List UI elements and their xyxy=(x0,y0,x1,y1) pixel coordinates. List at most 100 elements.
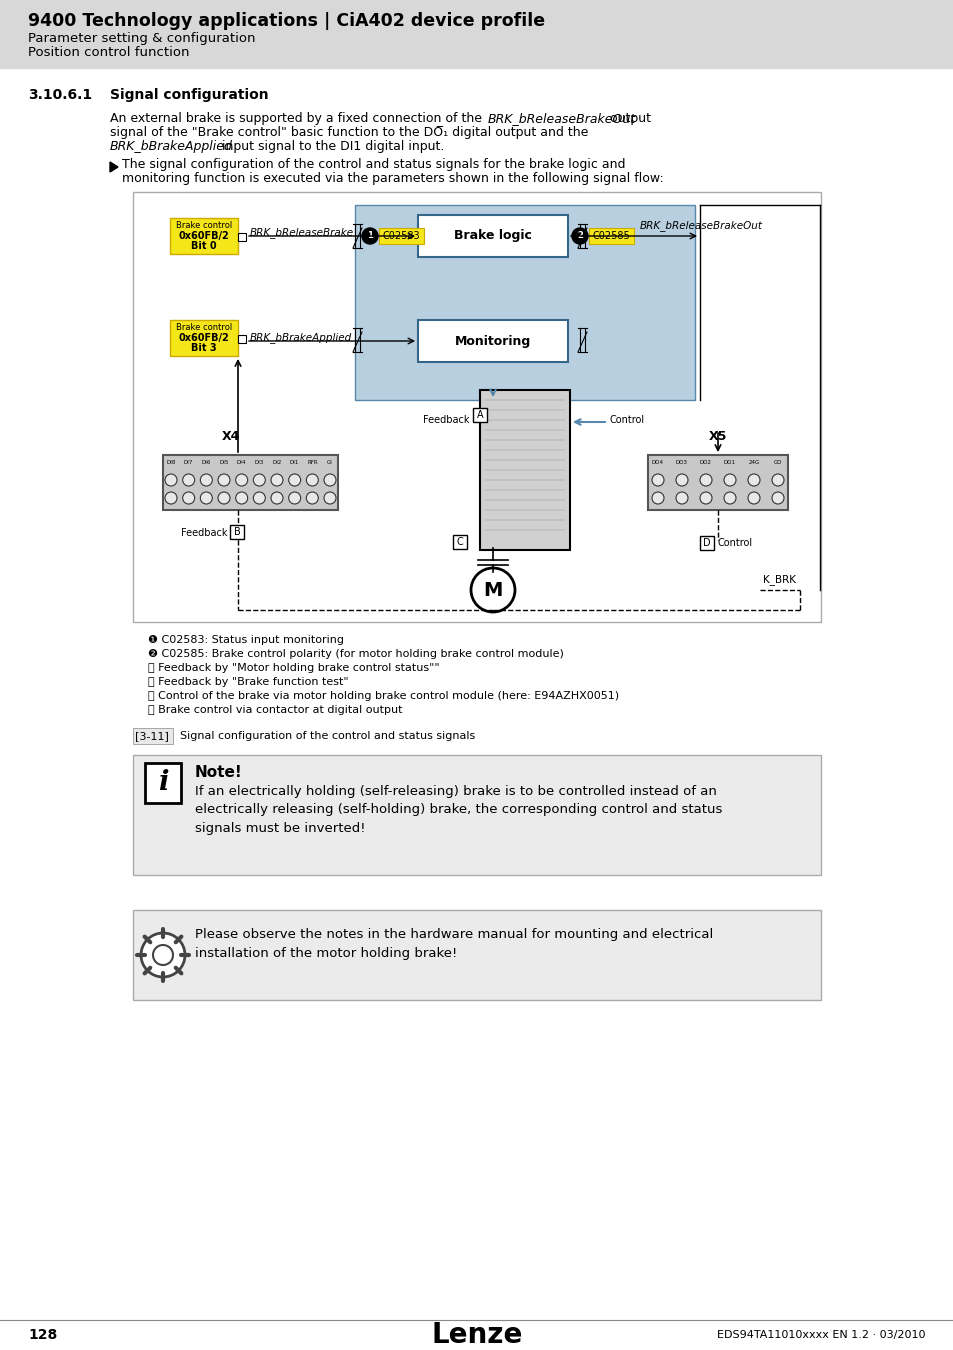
Text: BRK_bBrakeApplied: BRK_bBrakeApplied xyxy=(250,332,352,343)
Bar xyxy=(473,408,486,423)
Text: [3-11]: [3-11] xyxy=(135,730,169,741)
Polygon shape xyxy=(110,162,118,171)
Text: DI6: DI6 xyxy=(201,460,211,464)
Text: Brake logic: Brake logic xyxy=(454,230,532,243)
Bar xyxy=(163,455,337,510)
Circle shape xyxy=(289,491,300,504)
Text: Brake control: Brake control xyxy=(175,323,232,332)
Text: output: output xyxy=(605,112,650,126)
Text: signal of the "Brake control" basic function to the DO̅₁ digital output and the: signal of the "Brake control" basic func… xyxy=(110,126,588,139)
Text: DO4: DO4 xyxy=(651,460,663,464)
Circle shape xyxy=(572,228,587,244)
Circle shape xyxy=(306,491,318,504)
Circle shape xyxy=(723,474,735,486)
Circle shape xyxy=(723,491,735,504)
Circle shape xyxy=(165,474,177,486)
Circle shape xyxy=(471,568,515,612)
Bar xyxy=(378,228,423,244)
Circle shape xyxy=(651,474,663,486)
Text: input signal to the DI1 digital input.: input signal to the DI1 digital input. xyxy=(218,140,444,153)
Circle shape xyxy=(700,491,711,504)
Text: BRK_bReleaseBrake: BRK_bReleaseBrake xyxy=(250,228,354,239)
Text: Feedback: Feedback xyxy=(423,414,470,425)
Circle shape xyxy=(165,491,177,504)
Text: Lenze: Lenze xyxy=(431,1322,522,1349)
Circle shape xyxy=(200,491,213,504)
Circle shape xyxy=(771,491,783,504)
Bar xyxy=(700,536,713,549)
Text: Ⓑ Feedback by "Brake function test": Ⓑ Feedback by "Brake function test" xyxy=(148,676,348,687)
Text: B: B xyxy=(233,526,240,537)
Text: Feedback: Feedback xyxy=(181,528,228,539)
Bar xyxy=(230,525,244,539)
Text: C02585: C02585 xyxy=(592,231,629,242)
Text: DI5: DI5 xyxy=(219,460,229,464)
Bar xyxy=(170,320,237,356)
Circle shape xyxy=(676,474,687,486)
Text: DI3: DI3 xyxy=(254,460,264,464)
Bar xyxy=(132,910,821,1000)
Circle shape xyxy=(182,491,194,504)
Circle shape xyxy=(651,491,663,504)
Text: 24G: 24G xyxy=(747,460,759,464)
Text: X5: X5 xyxy=(708,431,726,443)
Text: Bit 0: Bit 0 xyxy=(191,242,216,251)
Bar xyxy=(588,228,634,244)
Text: 9400 Technology applications | CiA402 device profile: 9400 Technology applications | CiA402 de… xyxy=(28,12,544,30)
Circle shape xyxy=(218,474,230,486)
Bar xyxy=(355,205,695,400)
Text: i: i xyxy=(157,769,168,796)
Text: Bit 3: Bit 3 xyxy=(191,343,216,352)
Text: DI1: DI1 xyxy=(290,460,299,464)
Text: DO1: DO1 xyxy=(723,460,735,464)
Text: Position control function: Position control function xyxy=(28,46,190,59)
Bar xyxy=(132,755,821,875)
Circle shape xyxy=(271,491,283,504)
Text: 0x60FB/2: 0x60FB/2 xyxy=(178,333,229,343)
Bar xyxy=(132,192,821,622)
Text: DI4: DI4 xyxy=(236,460,246,464)
Text: ❶ C02583: Status input monitoring: ❶ C02583: Status input monitoring xyxy=(148,634,344,645)
Text: DO3: DO3 xyxy=(676,460,687,464)
Bar xyxy=(453,535,467,549)
Text: RFR: RFR xyxy=(307,460,317,464)
Text: 3.10.6.1: 3.10.6.1 xyxy=(28,88,92,103)
Circle shape xyxy=(141,933,185,977)
Text: If an electrically holding (self-releasing) brake is to be controlled instead of: If an electrically holding (self-releasi… xyxy=(194,784,721,836)
Text: A: A xyxy=(476,410,483,420)
Circle shape xyxy=(324,474,335,486)
Text: BRK_bReleaseBrakeOut: BRK_bReleaseBrakeOut xyxy=(488,112,636,126)
Text: M: M xyxy=(483,580,502,599)
Circle shape xyxy=(271,474,283,486)
Bar xyxy=(647,455,787,510)
Circle shape xyxy=(253,491,265,504)
Circle shape xyxy=(700,474,711,486)
Text: BRK_bReleaseBrakeOut: BRK_bReleaseBrakeOut xyxy=(639,220,762,231)
Bar xyxy=(145,763,181,803)
Text: Monitoring: Monitoring xyxy=(455,335,531,347)
Text: GO: GO xyxy=(773,460,781,464)
Circle shape xyxy=(235,491,248,504)
Bar xyxy=(132,728,172,744)
Bar xyxy=(170,217,237,254)
Circle shape xyxy=(253,474,265,486)
Text: Control: Control xyxy=(718,539,752,548)
Bar xyxy=(237,335,246,343)
Text: C: C xyxy=(456,537,463,547)
Text: An external brake is supported by a fixed connection of the: An external brake is supported by a fixe… xyxy=(110,112,485,126)
Text: The signal configuration of the control and status signals for the brake logic a: The signal configuration of the control … xyxy=(122,158,625,171)
Text: GI: GI xyxy=(327,460,333,464)
Text: Signal configuration of the control and status signals: Signal configuration of the control and … xyxy=(180,730,475,741)
Text: ❷ C02585: Brake control polarity (for motor holding brake control module): ❷ C02585: Brake control polarity (for mo… xyxy=(148,649,563,659)
Circle shape xyxy=(289,474,300,486)
Text: DI2: DI2 xyxy=(272,460,281,464)
Bar xyxy=(237,234,246,242)
Circle shape xyxy=(306,474,318,486)
Circle shape xyxy=(182,474,194,486)
Text: 1: 1 xyxy=(367,231,373,240)
Text: 0x60FB/2: 0x60FB/2 xyxy=(178,231,229,242)
Text: Brake control: Brake control xyxy=(175,221,232,230)
Text: Note!: Note! xyxy=(194,765,242,780)
Text: EDS94TA11010xxxx EN 1.2 · 03/2010: EDS94TA11010xxxx EN 1.2 · 03/2010 xyxy=(717,1330,925,1341)
Bar xyxy=(479,390,569,549)
